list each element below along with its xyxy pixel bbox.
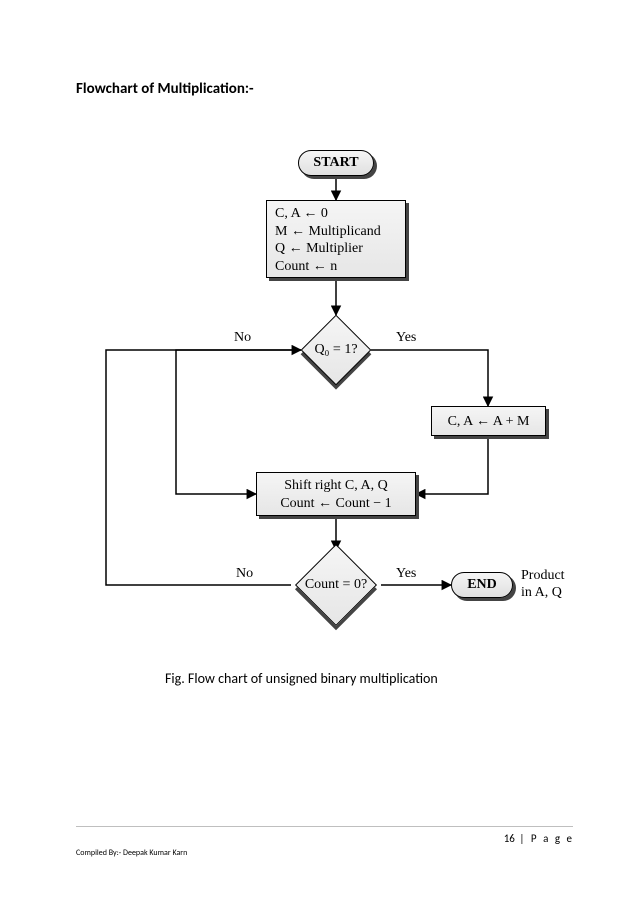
shift-line-1: Count ← Count − 1 — [265, 495, 407, 513]
flowchart: START C, A ← 0 M ← Multiplicand Q ← Mult… — [76, 150, 576, 660]
count-no-label: No — [236, 566, 253, 582]
node-count: Count = 0? — [291, 550, 381, 620]
node-start: START — [298, 150, 374, 176]
node-product: Product in A, Q — [521, 568, 565, 602]
init-line-1: M ← Multiplicand — [275, 223, 397, 241]
page-number-value: 16 — [504, 832, 515, 845]
node-shift: Shift right C, A, Q Count ← Count − 1 — [256, 472, 416, 516]
node-count-label: Count = 0? — [305, 577, 367, 593]
figure-caption: Fig. Flow chart of unsigned binary multi… — [165, 670, 438, 687]
product-line-0: Product — [521, 568, 565, 585]
node-start-label: START — [313, 155, 358, 171]
compiled-by: Compiled By:- Deepak Kumar Karn — [76, 848, 187, 858]
page-number-label: P a g e — [531, 832, 574, 845]
footer-divider — [76, 826, 573, 827]
init-line-3: Count ← n — [275, 258, 397, 276]
page-number: 16 | P a g e — [504, 832, 574, 845]
init-line-2: Q ← Multiplier — [275, 240, 397, 258]
init-line-0: C, A ← 0 — [275, 205, 397, 223]
node-q0-label: Q₀ = 1? — [314, 342, 357, 358]
node-init: C, A ← 0 M ← Multiplicand Q ← Multiplier… — [266, 200, 406, 278]
node-q0: Q₀ = 1? — [301, 315, 371, 385]
page: Flowchart of Multiplication:- — [0, 0, 638, 903]
q0-yes-label: Yes — [396, 330, 416, 346]
node-end-label: END — [467, 577, 497, 593]
node-end: END — [451, 572, 513, 598]
page-title: Flowchart of Multiplication:- — [76, 80, 254, 98]
q0-no-label: No — [234, 330, 251, 346]
product-line-1: in A, Q — [521, 585, 565, 602]
node-add: C, A ← A + M — [431, 406, 546, 436]
shift-line-0: Shift right C, A, Q — [265, 477, 407, 495]
count-yes-label: Yes — [396, 566, 416, 582]
add-line-0: C, A ← A + M — [448, 414, 530, 429]
